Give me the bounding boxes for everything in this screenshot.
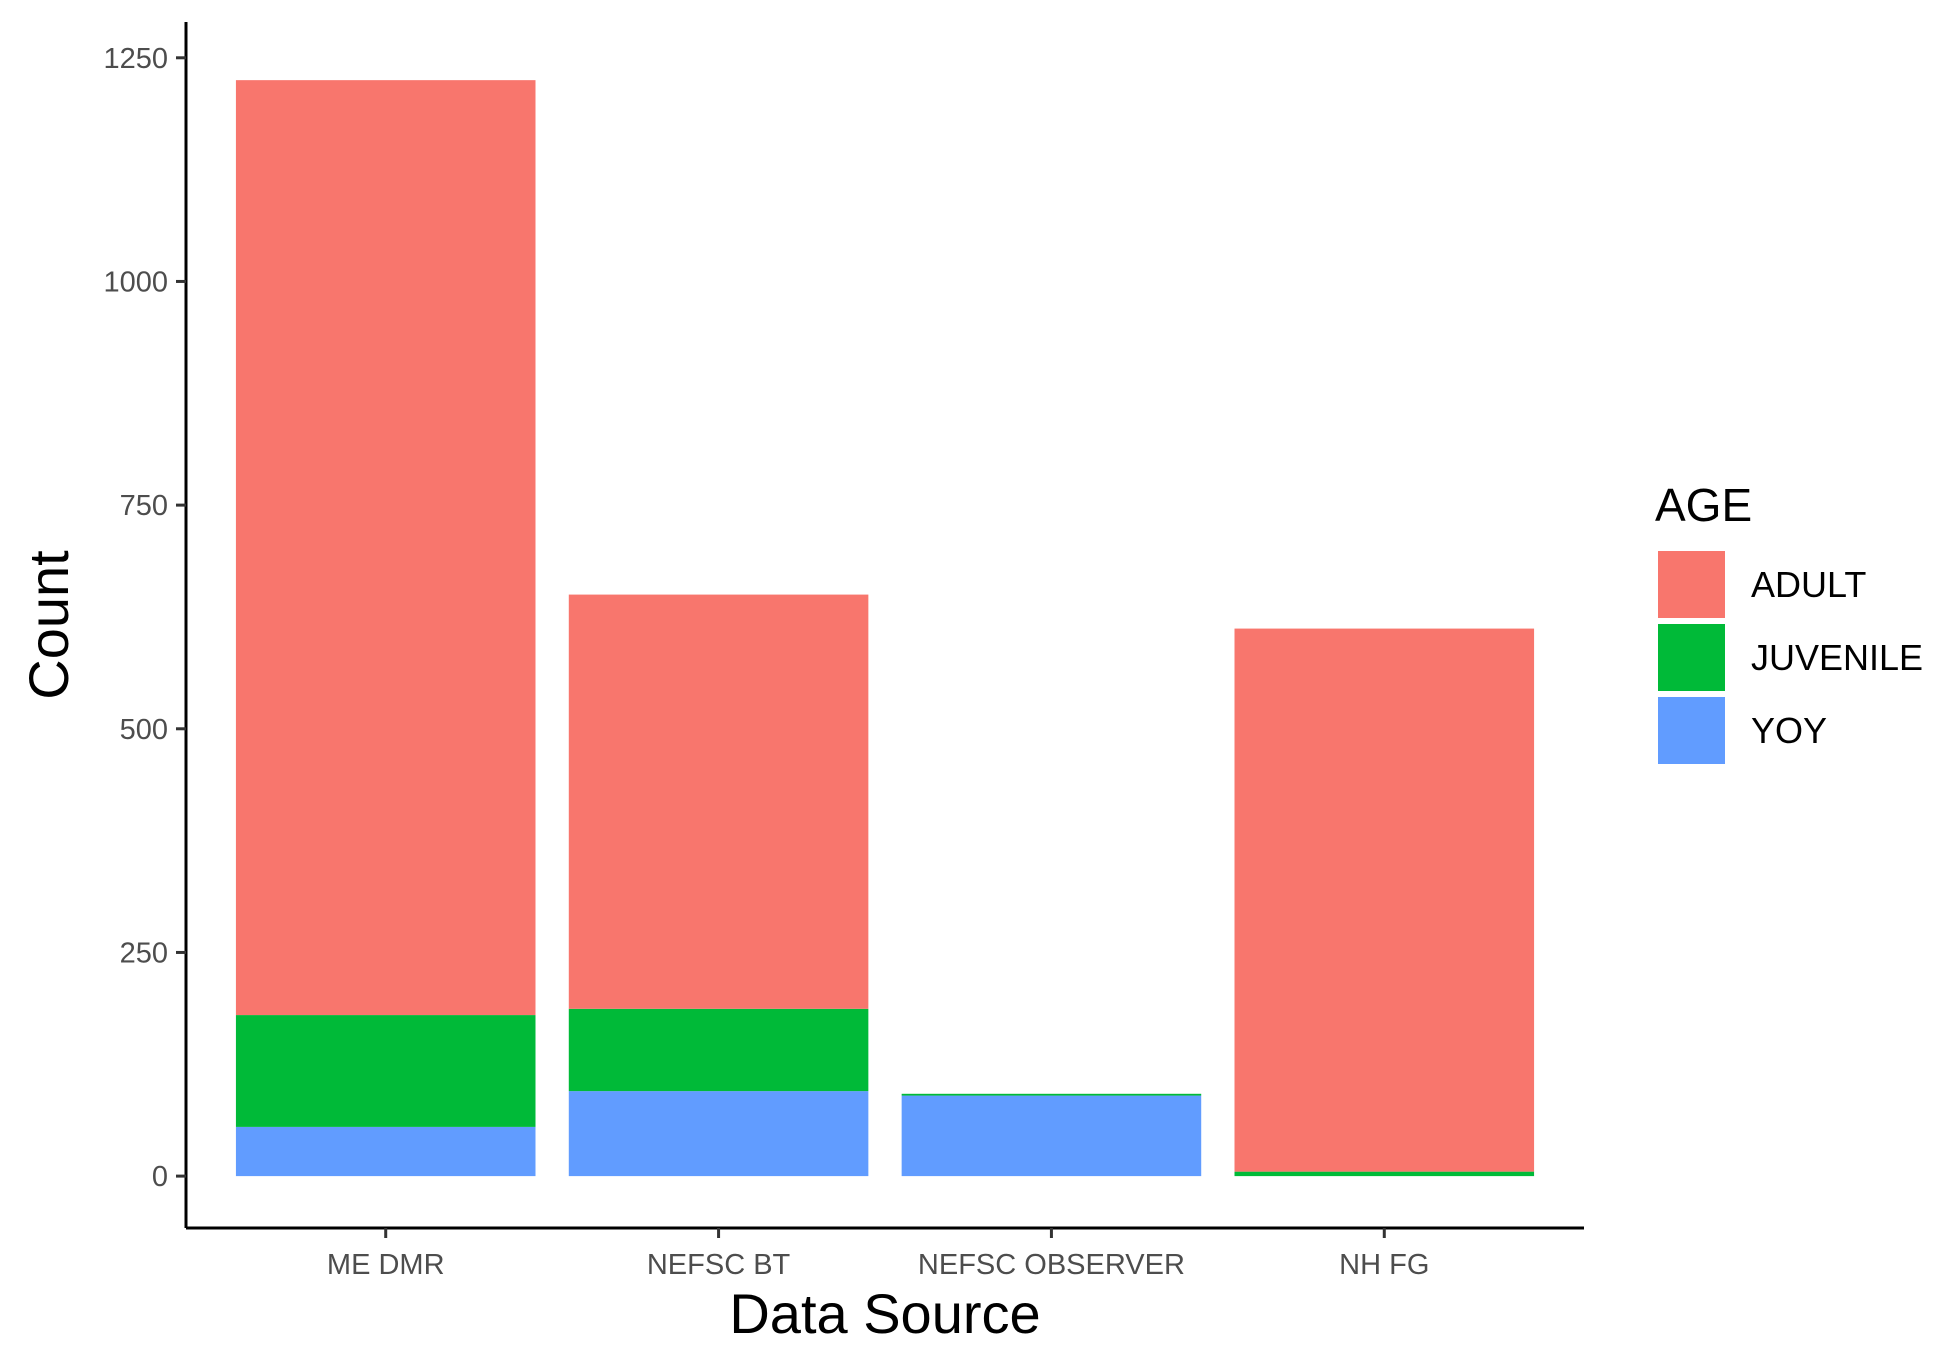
y-tick-label: 750 [120,490,168,522]
x-tick-label: NEFSC OBSERVER [918,1249,1185,1281]
legend-label-adult: ADULT [1751,564,1866,605]
legend-key-juvenile [1658,624,1725,691]
y-axis-title: Count [17,550,80,700]
bar-me-dmr-adult [235,80,536,1016]
legend-title: AGE [1655,479,1752,531]
x-tick-label: NH FG [1339,1249,1429,1281]
y-tick-label: 500 [120,714,168,746]
y-tick-label: 1250 [103,43,168,75]
x-axis-title: Data Source [729,1282,1040,1345]
bar-nefsc-bt-adult [568,594,869,1009]
bar-nh-fg-adult [1234,628,1535,1172]
legend-key-yoy [1658,697,1725,764]
legend-label-juvenile: JUVENILE [1751,637,1923,678]
y-tick-label: 1000 [103,266,168,298]
bar-me-dmr-yoy [235,1126,536,1177]
bar-nh-fg-juvenile [1234,1171,1535,1177]
bar-nefsc-observer-yoy [901,1095,1202,1177]
bar-nefsc-observer-juvenile [901,1093,1202,1096]
ticks-layer: 0 250 500 750 1000 1250 ME DMR NEFSC BT NEFSC OB… [103,43,1429,1281]
y-tick-label: 0 [152,1161,168,1193]
bar-nefsc-bt-yoy [568,1091,869,1177]
bars-layer [235,80,1535,1177]
legend-label-yoy: YOY [1751,710,1827,751]
bar-nefsc-bt-juvenile [568,1008,869,1092]
x-tick-label: NEFSC BT [647,1249,791,1281]
bar-me-dmr-juvenile [235,1015,536,1127]
legend: AGE ADULT JUVENILE YOY [1655,479,1923,764]
x-tick-label: ME DMR [327,1249,445,1281]
legend-key-adult [1658,551,1725,618]
axes-layer [184,22,1584,1230]
y-tick-label: 250 [120,937,168,969]
